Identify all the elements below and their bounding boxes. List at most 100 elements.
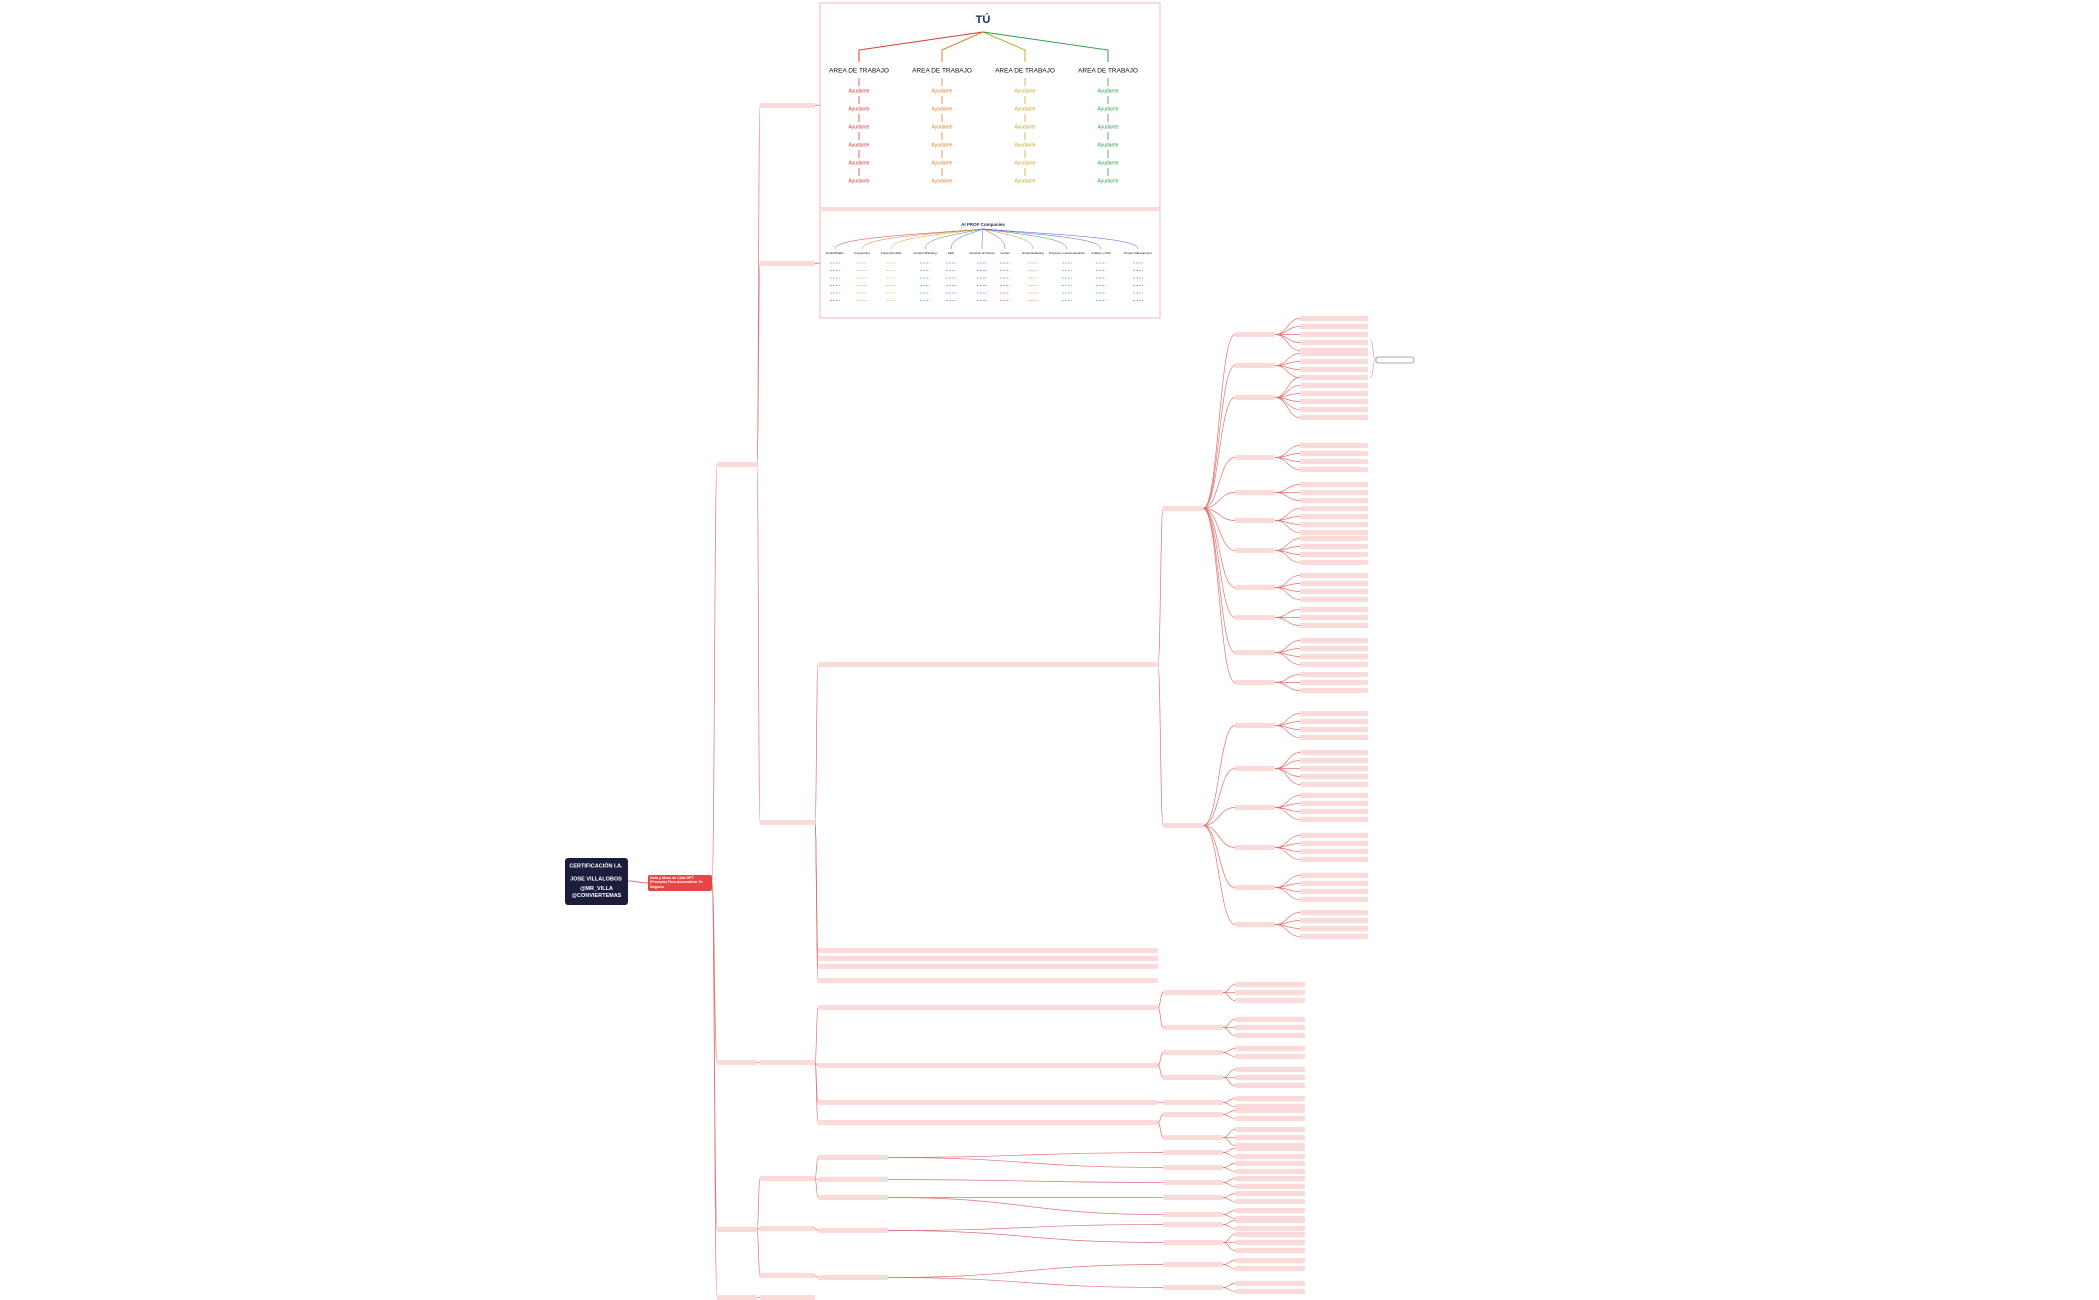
- topic-node[interactable]: [1235, 1161, 1305, 1166]
- topic-node[interactable]: [1235, 1218, 1305, 1223]
- topic-node[interactable]: [1163, 506, 1203, 511]
- root-node[interactable]: [565, 858, 628, 905]
- topic-node[interactable]: [1235, 805, 1275, 810]
- topic-node[interactable]: [1300, 332, 1368, 337]
- topic-node[interactable]: [1235, 1033, 1305, 1038]
- topic-node[interactable]: [1235, 585, 1275, 590]
- topic-node[interactable]: [1300, 514, 1368, 519]
- topic-node[interactable]: [1235, 845, 1275, 850]
- topic-node[interactable]: [1300, 530, 1368, 535]
- topic-node[interactable]: [1300, 926, 1368, 931]
- topic-node[interactable]: [1300, 375, 1368, 380]
- topic-node[interactable]: [1235, 1108, 1305, 1113]
- topic-node[interactable]: [1300, 841, 1368, 846]
- topic-node[interactable]: [1163, 1112, 1223, 1117]
- topic-node[interactable]: [1300, 833, 1368, 838]
- topic-node[interactable]: [818, 1005, 1158, 1010]
- topic-node[interactable]: [1163, 1165, 1223, 1170]
- topic-node[interactable]: [1235, 1146, 1305, 1151]
- topic-node[interactable]: [1235, 680, 1275, 685]
- topic-node[interactable]: [1163, 1100, 1223, 1105]
- topic-node[interactable]: [1163, 1262, 1223, 1267]
- topic-node[interactable]: [1235, 982, 1305, 987]
- topic-node[interactable]: [760, 1060, 815, 1065]
- topic-node[interactable]: [1235, 1169, 1305, 1174]
- topic-node[interactable]: [760, 1176, 815, 1181]
- topic-node[interactable]: [1235, 1096, 1305, 1101]
- topic-node[interactable]: [1235, 1176, 1305, 1181]
- topic-node[interactable]: [1235, 490, 1275, 495]
- topic-node[interactable]: [1300, 857, 1368, 862]
- topic-node[interactable]: [1300, 482, 1368, 487]
- topic-node[interactable]: [717, 1295, 757, 1300]
- topic-node[interactable]: [1235, 615, 1275, 620]
- topic-node[interactable]: [1163, 1135, 1223, 1140]
- topic-node[interactable]: [1300, 735, 1368, 740]
- topic-node[interactable]: [1235, 1075, 1305, 1080]
- topic-node[interactable]: [1300, 552, 1368, 557]
- topic-node[interactable]: [818, 1120, 1158, 1125]
- topic-node[interactable]: [1235, 990, 1305, 995]
- topic-node[interactable]: [1300, 560, 1368, 565]
- topic-node[interactable]: [1235, 1191, 1305, 1196]
- topic-node[interactable]: [760, 103, 815, 108]
- topic-node[interactable]: [1300, 490, 1368, 495]
- topic-node[interactable]: [1300, 340, 1368, 345]
- topic-node[interactable]: [1300, 407, 1368, 412]
- topic-node[interactable]: [1300, 711, 1368, 716]
- topic-node[interactable]: [1163, 1285, 1223, 1290]
- topic-node[interactable]: [1235, 1127, 1305, 1132]
- topic-node[interactable]: [818, 1275, 888, 1280]
- topic-node[interactable]: [1300, 873, 1368, 878]
- topic-node[interactable]: [1300, 680, 1368, 685]
- topic-node[interactable]: [1300, 451, 1368, 456]
- topic-node[interactable]: [760, 261, 815, 266]
- topic-node[interactable]: [1300, 359, 1368, 364]
- topic-node[interactable]: [818, 662, 1158, 667]
- topic-node[interactable]: [1300, 793, 1368, 798]
- topic-node[interactable]: [818, 1100, 1158, 1105]
- topic-node[interactable]: [1300, 459, 1368, 464]
- topic-node[interactable]: [1300, 536, 1368, 541]
- topic-node[interactable]: [1235, 1248, 1305, 1253]
- topic-node[interactable]: [1235, 1226, 1305, 1231]
- topic-node[interactable]: [1235, 1289, 1305, 1294]
- topic-node[interactable]: [1300, 809, 1368, 814]
- topic-node[interactable]: [717, 462, 757, 467]
- topic-node[interactable]: [818, 1177, 888, 1182]
- topic-node[interactable]: [818, 1195, 888, 1200]
- topic-node[interactable]: [1163, 1150, 1223, 1155]
- topic-node[interactable]: [1163, 1180, 1223, 1185]
- topic-node[interactable]: [1235, 1232, 1305, 1237]
- topic-node[interactable]: [818, 1228, 888, 1233]
- topic-node[interactable]: [1300, 672, 1368, 677]
- topic-node[interactable]: [1163, 823, 1203, 828]
- topic-node[interactable]: [1300, 889, 1368, 894]
- topic-node[interactable]: [1163, 1195, 1223, 1200]
- topic-node[interactable]: [760, 1295, 815, 1300]
- topic-node[interactable]: [1300, 801, 1368, 806]
- topic-node[interactable]: [760, 820, 815, 825]
- topic-node[interactable]: [1235, 1281, 1305, 1286]
- main-topic-node[interactable]: [648, 875, 712, 891]
- topic-node[interactable]: [1300, 573, 1368, 578]
- topic-node[interactable]: [1235, 1266, 1305, 1271]
- topic-node[interactable]: [818, 1063, 1158, 1068]
- topic-node[interactable]: [1235, 548, 1275, 553]
- topic-node[interactable]: [717, 1227, 757, 1232]
- topic-node[interactable]: [717, 1060, 757, 1065]
- topic-node[interactable]: [1300, 581, 1368, 586]
- topic-node[interactable]: [1300, 597, 1368, 602]
- topic-node[interactable]: [1163, 1212, 1223, 1217]
- topic-node[interactable]: [818, 978, 1158, 983]
- topic-node[interactable]: [1300, 443, 1368, 448]
- topic-node[interactable]: [1300, 522, 1368, 527]
- topic-node[interactable]: [1235, 1184, 1305, 1189]
- topic-node[interactable]: [1300, 506, 1368, 511]
- topic-node[interactable]: [1235, 1154, 1305, 1159]
- topic-node[interactable]: [1300, 498, 1368, 503]
- topic-node[interactable]: [1300, 615, 1368, 620]
- topic-node[interactable]: [1235, 1017, 1305, 1022]
- topic-node[interactable]: [1235, 1067, 1305, 1072]
- topic-node[interactable]: [1235, 766, 1275, 771]
